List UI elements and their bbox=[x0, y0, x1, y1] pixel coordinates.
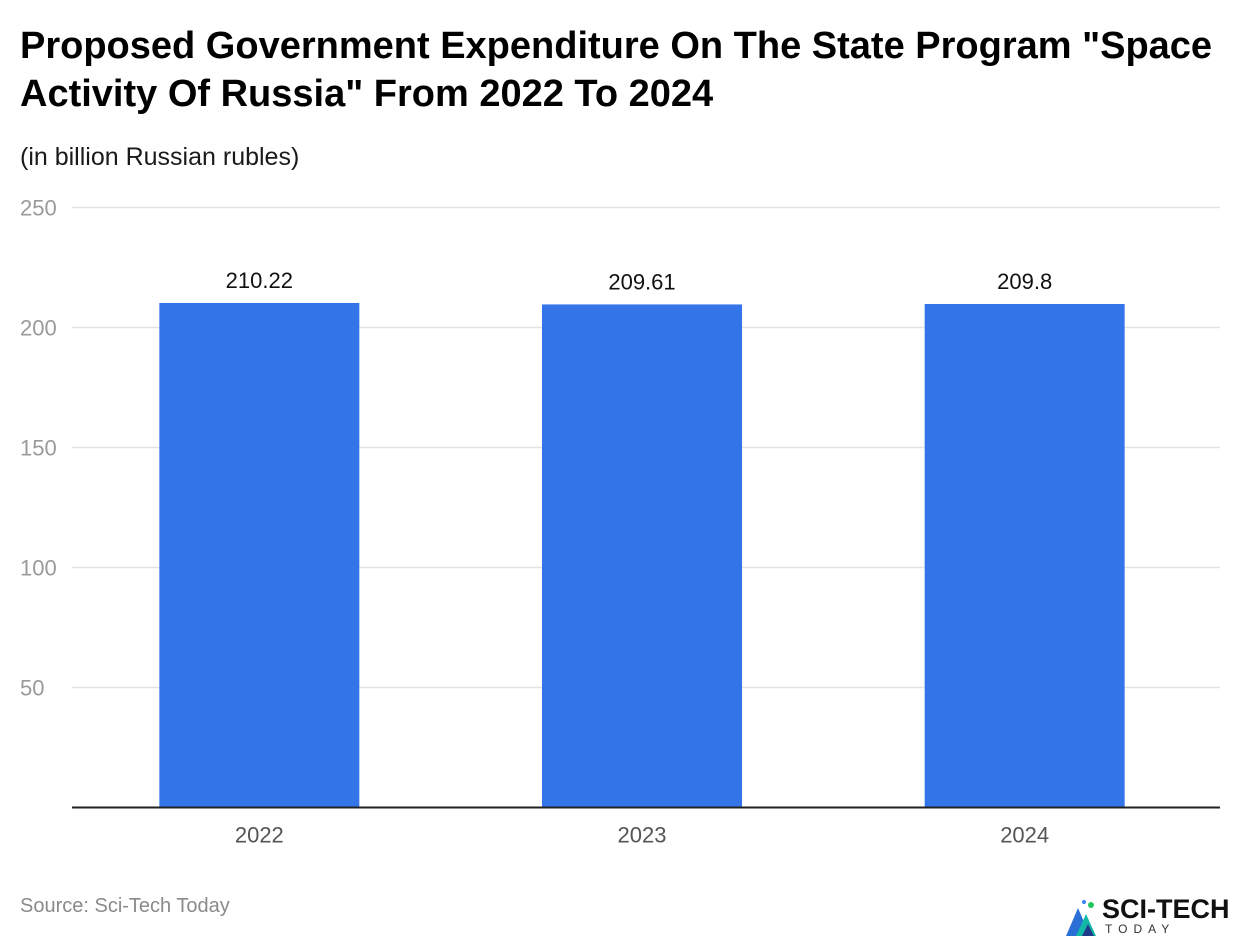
data-labels: 210.22 209.61 209.8 bbox=[226, 268, 1053, 294]
y-tick-label: 100 bbox=[20, 556, 57, 581]
chart-subtitle: (in billion Russian rubles) bbox=[20, 143, 300, 171]
data-label-2022: 210.22 bbox=[226, 268, 293, 293]
x-tick-label-2022: 2022 bbox=[235, 823, 284, 848]
x-axis-ticks: 2022 2023 2024 bbox=[235, 823, 1049, 848]
brand-logo: SCI-TECH TODAY bbox=[1062, 894, 1240, 940]
y-tick-label: 50 bbox=[20, 676, 44, 701]
bars bbox=[159, 302, 1125, 808]
y-tick-label: 150 bbox=[20, 436, 57, 461]
logo-text: SCI-TECH bbox=[1102, 894, 1230, 924]
y-tick-label: 200 bbox=[20, 316, 57, 341]
bar-2024 bbox=[924, 303, 1125, 808]
y-tick-label: 250 bbox=[20, 196, 57, 221]
y-axis-ticks: 50 100 150 200 250 bbox=[20, 196, 57, 701]
logo-subtext: TODAY bbox=[1105, 922, 1176, 936]
data-label-2023: 209.61 bbox=[608, 269, 675, 294]
bar-2023 bbox=[542, 304, 742, 808]
sci-tech-today-logo-icon bbox=[1066, 900, 1096, 936]
x-tick-label-2023: 2023 bbox=[618, 823, 667, 848]
chart-title: Proposed Government Expenditure On The S… bbox=[20, 25, 1213, 115]
data-label-2024: 209.8 bbox=[997, 269, 1052, 294]
bar-2022 bbox=[159, 302, 360, 808]
source-note: Source: Sci-Tech Today bbox=[20, 895, 230, 917]
x-tick-label-2024: 2024 bbox=[1000, 823, 1049, 848]
